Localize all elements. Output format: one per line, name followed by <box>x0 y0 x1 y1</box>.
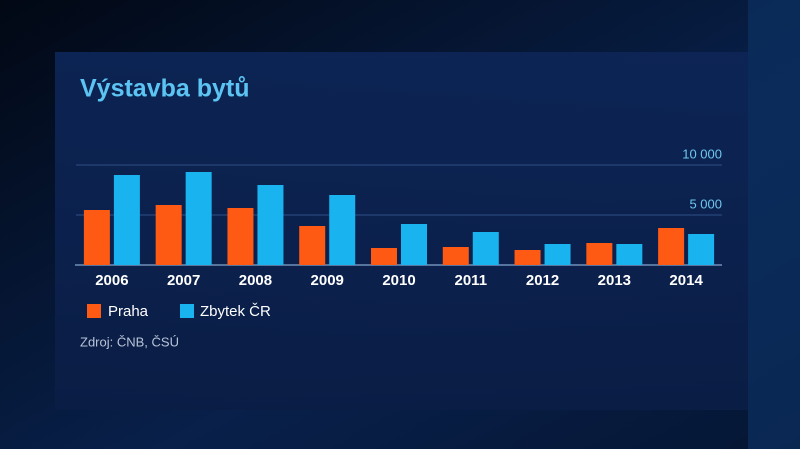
legend-label: Zbytek ČR <box>200 303 271 320</box>
x-tick-label: 2007 <box>167 272 200 289</box>
bar <box>113 175 140 265</box>
x-tick-label: 2013 <box>598 272 631 289</box>
legend-swatch <box>87 304 101 318</box>
bar <box>185 172 212 265</box>
x-tick-label: 2006 <box>95 272 128 289</box>
x-tick-label: 2012 <box>526 272 559 289</box>
bar <box>299 226 326 265</box>
bar <box>472 232 499 265</box>
background-strip <box>748 0 800 449</box>
x-tick-label: 2010 <box>382 272 415 289</box>
bar <box>544 244 571 265</box>
legend-label: Praha <box>108 303 149 320</box>
y-tick-label: 5 000 <box>689 196 722 211</box>
legend-swatch <box>180 304 194 318</box>
y-tick-label: 10 000 <box>682 146 722 161</box>
x-tick-label: 2009 <box>311 272 344 289</box>
bar <box>616 244 643 265</box>
bar <box>442 247 469 265</box>
x-tick-label: 2008 <box>239 272 272 289</box>
bar <box>329 195 356 265</box>
x-tick-label: 2011 <box>455 272 488 289</box>
plot: 5 000 10 000 2006 2007 2008 2009 2010 2011 2012 2… <box>76 146 722 289</box>
bar <box>155 205 182 265</box>
source: Zdroj: ČNB, ČSÚ <box>80 334 179 349</box>
x-tick-label: 2014 <box>669 272 703 289</box>
bar <box>688 234 715 265</box>
bar <box>257 185 284 265</box>
bar <box>586 243 613 265</box>
bar <box>658 228 685 265</box>
chart-title: Výstavba bytů <box>80 75 250 103</box>
bar <box>514 250 541 265</box>
bar <box>83 210 110 265</box>
bar <box>401 224 427 265</box>
bar <box>371 248 397 265</box>
bar <box>227 208 254 265</box>
